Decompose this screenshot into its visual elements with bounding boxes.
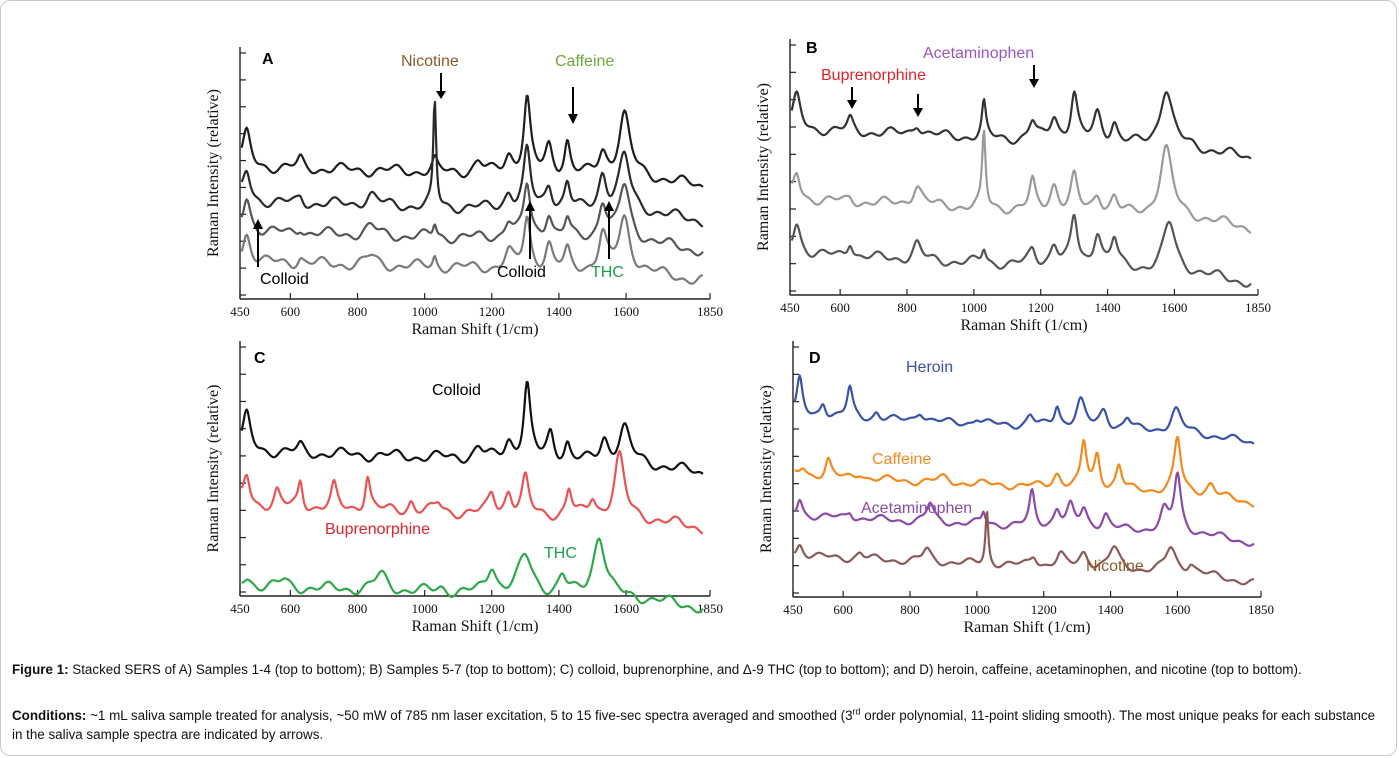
x-tick-label: 1000 bbox=[964, 602, 990, 617]
annotation-colloid: Colloid bbox=[432, 382, 481, 399]
spectrum-line-1 bbox=[240, 380, 704, 475]
annotation-nicotine: Nicotine bbox=[401, 53, 459, 70]
x-tick-label: 600 bbox=[281, 601, 301, 616]
annotation-caffeine: Caffeine bbox=[872, 451, 931, 468]
x-tick-label: 1850 bbox=[1248, 602, 1274, 617]
x-tick-label: 1200 bbox=[1031, 602, 1057, 617]
chart-a-svg: 450 600 800 1000 1200 1400 1600 1850 Raman Shift… bbox=[205, 47, 723, 338]
caption-label: Figure 1: bbox=[12, 662, 69, 677]
x-tick-label: 1850 bbox=[697, 601, 723, 616]
panel-letter-a: A bbox=[262, 51, 274, 68]
annotation-acetaminophen: Acetaminophen bbox=[861, 500, 972, 517]
annotation-thc: THC bbox=[591, 264, 624, 281]
x-tick-label: 1000 bbox=[412, 601, 438, 616]
x-tick-label: 1600 bbox=[613, 304, 639, 319]
x-tick-label: 600 bbox=[830, 300, 850, 315]
y-axis-title: Raman Intensity (relative) bbox=[205, 385, 222, 553]
annotation-caffeine: Caffeine bbox=[555, 53, 614, 70]
chart-panel-c: 450 600 800 1000 1200 1400 1600 1850 Raman Shift… bbox=[205, 336, 723, 635]
chart-panel-a: 450 600 800 1000 1200 1400 1600 1850 Raman Shift… bbox=[205, 37, 723, 338]
x-tick-label: 1000 bbox=[412, 304, 438, 319]
x-tick-label: 800 bbox=[900, 602, 920, 617]
x-tick-label: 1200 bbox=[479, 601, 505, 616]
annotation-colloid-left: Colloid bbox=[260, 271, 309, 288]
x-tick-label: 1850 bbox=[697, 304, 723, 319]
chart-panel-b: 450 600 800 1000 1200 1400 1600 1850 Raman Shift… bbox=[755, 37, 1271, 334]
panel-letter-c: C bbox=[254, 350, 266, 367]
arrow-caffeine bbox=[568, 87, 578, 124]
x-axis-title: Raman Shift (1/cm) bbox=[411, 618, 538, 635]
conditions-text-2: order polynomial, 11-point sliding smoot… bbox=[12, 708, 1376, 742]
annotation-thc: THC bbox=[544, 545, 577, 562]
annotation-buprenorphine: Buprenorphine bbox=[821, 67, 926, 84]
spectrum-line-1 bbox=[790, 90, 1252, 160]
x-tick-label: 1200 bbox=[1028, 300, 1054, 315]
x-tick-label: 1000 bbox=[961, 300, 987, 315]
figure-caption: Figure 1: Stacked SERS of A) Samples 1-4… bbox=[12, 660, 1384, 679]
spectrum-line-3 bbox=[240, 182, 704, 257]
arrow-acetaminophen bbox=[1029, 65, 1039, 88]
conditions-label: Conditions: bbox=[12, 708, 87, 723]
x-tick-label: 1400 bbox=[546, 304, 572, 319]
conditions-caption: Conditions: ~1 mL saliva sample treated … bbox=[12, 706, 1384, 744]
x-tick-label: 450 bbox=[230, 304, 250, 319]
x-tick-label: 1400 bbox=[1095, 300, 1121, 315]
spectrum-line-3 bbox=[793, 471, 1255, 547]
annotation-heroin: Heroin bbox=[906, 359, 953, 376]
arrow-thc bbox=[604, 201, 614, 259]
chart-panel-d: 450 600 800 1000 1200 1400 1600 1850 Raman Shift… bbox=[758, 336, 1274, 641]
x-tick-label: 1600 bbox=[1161, 300, 1187, 315]
x-tick-label: 800 bbox=[348, 601, 368, 616]
x-tick-label: 1850 bbox=[1245, 300, 1271, 315]
x-tick-label: 450 bbox=[780, 300, 800, 315]
x-tick-label: 800 bbox=[348, 304, 368, 319]
arrow-colloid-right bbox=[525, 201, 535, 259]
annotation-buprenorphine: Buprenorphine bbox=[325, 521, 430, 538]
x-tick-label: 450 bbox=[230, 601, 250, 616]
chart-d-svg: 450 600 800 1000 1200 1400 1600 1850 Raman Shift… bbox=[758, 341, 1274, 636]
caption-text: Stacked SERS of A) Samples 1-4 (top to b… bbox=[72, 662, 1302, 677]
x-tick-label: 600 bbox=[833, 602, 853, 617]
arrow-buprenorphine-left bbox=[847, 87, 857, 109]
arrow-colloid-left bbox=[253, 219, 263, 267]
arrow-buprenorphine-right bbox=[913, 94, 923, 117]
annotation-acetaminophen: Acetaminophen bbox=[923, 45, 1034, 62]
x-tick-label: 1600 bbox=[613, 601, 639, 616]
x-tick-label: 800 bbox=[897, 300, 917, 315]
y-axis-title: Raman Intensity (relative) bbox=[205, 89, 222, 257]
x-axis-title: Raman Shift (1/cm) bbox=[960, 317, 1087, 334]
spectrum-line-2 bbox=[790, 129, 1252, 234]
panel-letter-b: B bbox=[806, 40, 818, 57]
y-axis-title: Raman Intensity (relative) bbox=[755, 83, 772, 251]
spectrum-line-2 bbox=[240, 100, 704, 228]
spectrum-line-4 bbox=[240, 214, 704, 285]
conditions-text-1: ~1 mL saliva sample treated for analysis… bbox=[90, 708, 853, 723]
spectrum-line-3 bbox=[241, 537, 704, 614]
x-tick-label: 1600 bbox=[1164, 602, 1190, 617]
annotation-nicotine: Nicotine bbox=[1086, 558, 1144, 575]
x-tick-label: 600 bbox=[281, 304, 301, 319]
annotation-colloid-right: Colloid bbox=[497, 264, 546, 281]
x-axis-title: Raman Shift (1/cm) bbox=[963, 619, 1090, 636]
x-axis-title: Raman Shift (1/cm) bbox=[411, 321, 538, 338]
x-tick-label: 1200 bbox=[479, 304, 505, 319]
spectrum-line-1 bbox=[240, 94, 704, 188]
conditions-sup: rd bbox=[852, 706, 861, 717]
x-tick-label: 450 bbox=[783, 602, 803, 617]
spectrum-line-2 bbox=[794, 435, 1255, 508]
x-tick-label: 1400 bbox=[1098, 602, 1124, 617]
arrow-nicotine bbox=[436, 73, 446, 99]
y-axis-title: Raman Intensity (relative) bbox=[758, 385, 775, 553]
spectrum-line-4 bbox=[793, 511, 1255, 586]
spectrum-line-1 bbox=[793, 374, 1255, 445]
chart-b-svg: 450 600 800 1000 1200 1400 1600 1850 Raman Shift… bbox=[755, 39, 1271, 334]
panel-letter-d: D bbox=[809, 350, 821, 367]
spectrum-line-2 bbox=[240, 450, 704, 535]
spectrum-line-3 bbox=[790, 214, 1252, 288]
x-tick-label: 1400 bbox=[546, 601, 572, 616]
chart-c-svg: 450 600 800 1000 1200 1400 1600 1850 Raman Shift… bbox=[205, 341, 723, 635]
